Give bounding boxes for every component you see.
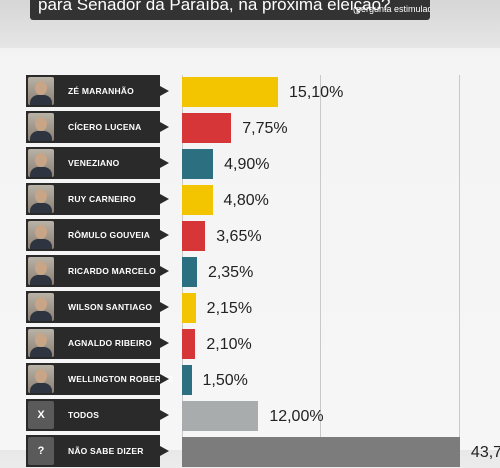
bar xyxy=(182,149,214,179)
value-label: 12,00% xyxy=(269,408,324,425)
chart-row: WELLINGTON ROBERTO 1,50% xyxy=(26,363,500,395)
category-label-box: CÍCERO LUCENA xyxy=(26,111,169,143)
category-label: NÃO SABE DIZER xyxy=(68,446,144,456)
value-label: 7,75% xyxy=(242,120,288,137)
category-label-box: RICARDO MARCELO xyxy=(26,255,169,287)
candidate-photo xyxy=(28,329,54,357)
value-label: 43,70% xyxy=(470,444,500,461)
photo-head xyxy=(35,117,47,131)
bar xyxy=(182,293,196,323)
chart-row: RÔMULO GOUVEIA 3,65% xyxy=(26,219,500,251)
category-label-box: WELLINGTON ROBERTO xyxy=(26,363,173,395)
row-symbol-icon: X xyxy=(28,401,54,429)
chart-row: WILSON SANTIAGO 2,15% xyxy=(26,291,500,323)
category-label-box: ? NÃO SABE DIZER xyxy=(26,435,169,467)
category-label-box: AGNALDO RIBEIRO xyxy=(26,327,169,359)
value-label: 4,80% xyxy=(223,192,269,209)
category-label-box: WILSON SANTIAGO xyxy=(26,291,169,323)
category-label-box: X TODOS xyxy=(26,399,169,431)
category-label: WELLINGTON ROBERTO xyxy=(68,374,174,384)
photo-suit xyxy=(30,95,52,105)
gridline xyxy=(320,75,321,450)
photo-head xyxy=(35,333,47,347)
chart-title: para Senador da Paraíba, na próxima elei… xyxy=(38,0,391,14)
category-label: RÔMULO GOUVEIA xyxy=(68,230,151,240)
chart-row: ZÉ MARANHÃO 15,10% xyxy=(26,75,500,107)
photo-head xyxy=(35,153,47,167)
candidate-photo xyxy=(28,113,54,141)
category-label: RICARDO MARCELO xyxy=(68,266,156,276)
chart-row: ? NÃO SABE DIZER 43,70% xyxy=(26,435,500,467)
category-label: RUY CARNEIRO xyxy=(68,194,136,204)
title-bar: para Senador da Paraíba, na próxima elei… xyxy=(30,0,430,20)
candidate-photo xyxy=(28,365,54,393)
photo-suit xyxy=(30,275,52,285)
photo-head xyxy=(35,297,47,311)
photo-suit xyxy=(30,239,52,249)
category-label-box: RUY CARNEIRO xyxy=(26,183,169,215)
bar xyxy=(182,401,259,431)
value-label: 3,65% xyxy=(216,228,262,245)
bar xyxy=(182,221,206,251)
candidate-photo xyxy=(28,257,54,285)
value-label: 4,90% xyxy=(224,156,270,173)
photo-suit xyxy=(30,131,52,141)
photo-suit xyxy=(30,167,52,177)
category-label: WILSON SANTIAGO xyxy=(68,302,153,312)
chart-row: X TODOS 12,00% xyxy=(26,399,500,431)
value-label: 2,15% xyxy=(206,300,253,317)
photo-suit xyxy=(30,383,52,393)
candidate-photo xyxy=(28,221,54,249)
candidate-photo xyxy=(28,293,54,321)
photo-suit xyxy=(30,203,52,213)
category-label: CÍCERO LUCENA xyxy=(68,122,142,132)
category-label-box: RÔMULO GOUVEIA xyxy=(26,219,169,251)
chart-row: CÍCERO LUCENA 7,75% xyxy=(26,111,500,143)
chart-row: RICARDO MARCELO 2,35% xyxy=(26,255,500,287)
candidate-photo xyxy=(28,149,54,177)
candidate-photo xyxy=(28,77,54,105)
bar xyxy=(182,77,279,107)
category-label: AGNALDO RIBEIRO xyxy=(68,338,152,348)
chart-row: RUY CARNEIRO 4,80% xyxy=(26,183,500,215)
category-label: ZÉ MARANHÃO xyxy=(68,86,134,96)
bar xyxy=(182,437,460,467)
chart-row: AGNALDO RIBEIRO 2,10% xyxy=(26,327,500,359)
category-label: TODOS xyxy=(68,410,100,420)
photo-suit xyxy=(30,311,52,321)
photo-head xyxy=(35,189,47,203)
bar xyxy=(182,185,213,215)
candidate-photo xyxy=(28,185,54,213)
gridline xyxy=(459,75,460,450)
value-label: 15,10% xyxy=(289,84,344,101)
chart-title-note: (pergunta estimulada) xyxy=(353,4,430,14)
value-label: 1,50% xyxy=(202,372,248,389)
category-label: VENEZIANO xyxy=(68,158,120,168)
bar xyxy=(182,257,197,287)
photo-head xyxy=(35,81,47,95)
bar xyxy=(182,329,196,359)
bar xyxy=(182,365,192,395)
photo-head xyxy=(35,261,47,275)
photo-head xyxy=(35,369,47,383)
value-label: 2,10% xyxy=(206,336,252,353)
photo-suit xyxy=(30,347,52,357)
bar xyxy=(182,113,232,143)
category-label-box: VENEZIANO xyxy=(26,147,169,179)
category-label-box: ZÉ MARANHÃO xyxy=(26,75,169,107)
photo-head xyxy=(35,225,47,239)
chart-row: VENEZIANO 4,90% xyxy=(26,147,500,179)
row-symbol-icon: ? xyxy=(28,437,54,465)
value-label: 2,35% xyxy=(207,264,254,281)
